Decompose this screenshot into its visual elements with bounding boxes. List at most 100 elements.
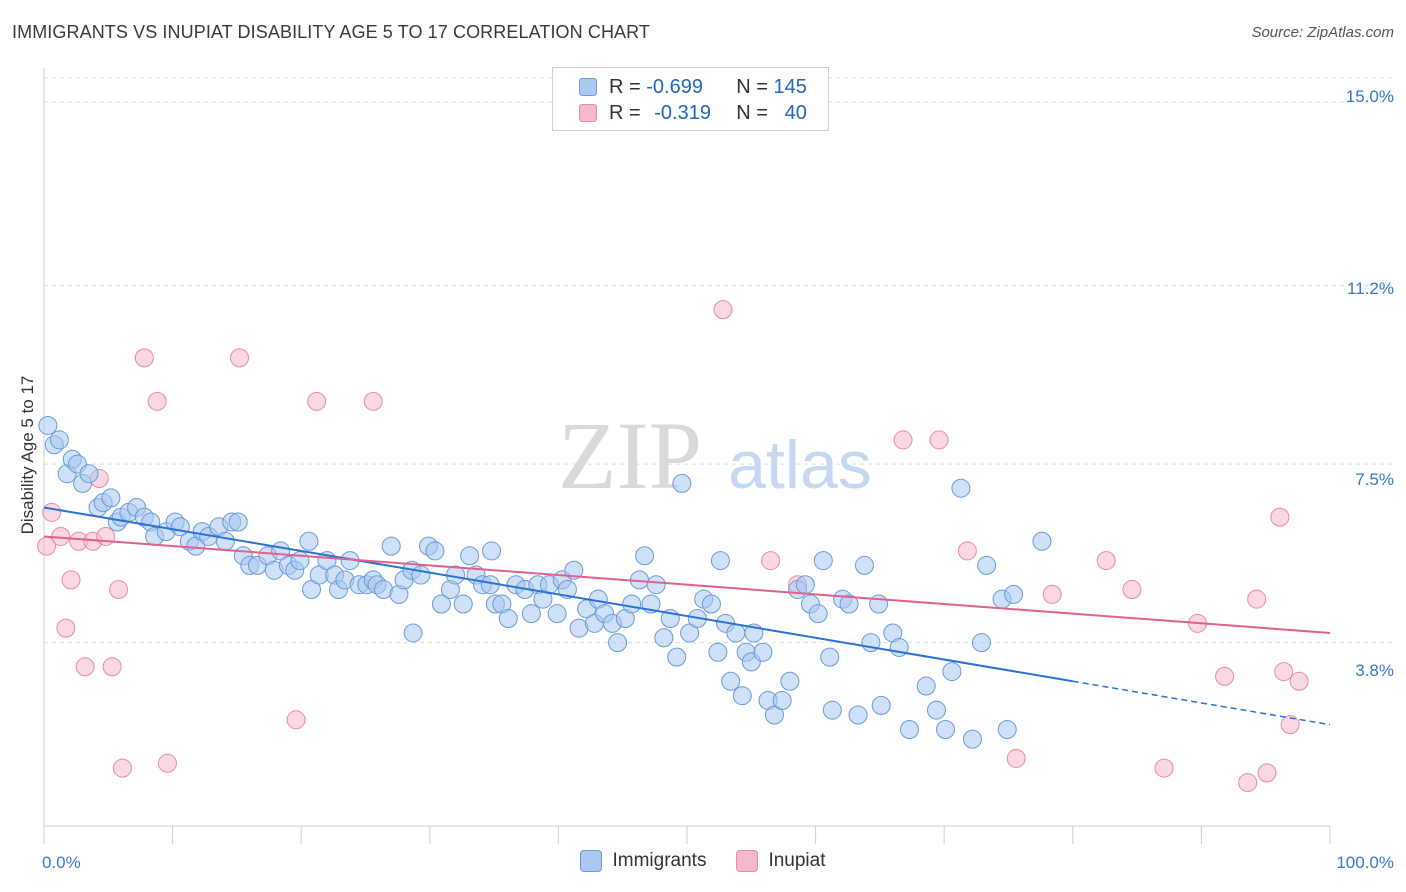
immigrants-points <box>38 415 1052 749</box>
legend-item-immigrants[interactable]: Immigrants <box>580 850 706 872</box>
immigrants-point <box>521 604 541 624</box>
inupiat-point <box>1238 773 1258 793</box>
inupiat-point <box>157 753 177 773</box>
legend-item-inupiat[interactable]: Inupiat <box>736 850 826 872</box>
inupiat-point <box>713 300 733 320</box>
inupiat-swatch-icon <box>579 104 597 122</box>
x-tick-label-min: 0.0% <box>42 853 81 872</box>
y-tick-label-15: 15.0% <box>1345 87 1394 106</box>
stats-legend: R = -0.699 N = 145 R = -0.319 N = 40 <box>552 67 829 131</box>
immigrants-point <box>780 671 800 691</box>
legend-n-label: N = <box>736 101 768 124</box>
immigrants-point <box>667 647 687 667</box>
inupiat-point <box>1006 748 1026 768</box>
immigrants-point <box>808 604 828 624</box>
source-credit: Source: ZipAtlas.com <box>1251 24 1394 41</box>
inupiat-point <box>286 710 306 730</box>
immigrants-point <box>1004 584 1024 604</box>
immigrants-point <box>79 464 99 484</box>
immigrants-point <box>935 719 955 739</box>
inupiat-trend-line <box>43 535 1331 634</box>
immigrants-point <box>482 541 502 561</box>
legend-n-label: N = <box>736 75 768 98</box>
immigrants-point <box>962 729 982 749</box>
immigrants-point <box>654 628 674 648</box>
immigrants-point <box>557 580 577 600</box>
legend-r-label: R = <box>609 101 641 124</box>
y-axis-title: Disability Age 5 to 17 <box>18 375 37 535</box>
immigrants-point <box>453 594 473 614</box>
immigrants-point <box>672 473 692 493</box>
immigrants-point <box>1032 531 1052 551</box>
legend-r-value: -0.699 <box>646 75 703 98</box>
immigrants-point <box>848 705 868 725</box>
immigrants-point <box>608 633 628 653</box>
legend-label-immigrants: Immigrants <box>612 850 707 871</box>
immigrants-point <box>547 604 567 624</box>
inupiat-point <box>1154 758 1174 778</box>
inupiat-point <box>929 430 949 450</box>
immigrants-point <box>721 671 741 691</box>
immigrants-point <box>942 662 962 682</box>
immigrants-point <box>425 541 445 561</box>
immigrants-point <box>701 594 721 614</box>
immigrants-point <box>951 478 971 498</box>
immigrants-point <box>431 594 451 614</box>
inupiat-point <box>1289 671 1309 691</box>
inupiat-point <box>96 526 116 546</box>
immigrants-point <box>753 642 773 662</box>
immigrants-point <box>732 686 752 706</box>
inupiat-point <box>229 348 249 368</box>
immigrants-point <box>839 594 859 614</box>
legend-r-value: -0.319 <box>654 101 711 124</box>
immigrants-point <box>795 575 815 595</box>
immigrants-point <box>813 551 833 571</box>
trend-lines <box>43 506 1331 726</box>
immigrants-point <box>971 633 991 653</box>
legend-label-inupiat: Inupiat <box>768 850 826 871</box>
immigrants-point <box>564 560 584 580</box>
legend-n-value: 145 <box>773 75 807 98</box>
immigrants-point <box>101 488 121 508</box>
immigrants-point <box>498 608 518 628</box>
inupiat-point <box>56 618 76 638</box>
immigrants-point <box>710 551 730 571</box>
inupiat-point <box>1215 666 1235 686</box>
immigrants-point <box>460 546 480 566</box>
y-tick-label-7-5: 7.5% <box>1355 470 1394 489</box>
inupiat-point <box>1122 580 1142 600</box>
immigrants-point <box>38 415 58 435</box>
inupiat-point <box>363 391 383 411</box>
inupiat-point <box>102 657 122 677</box>
immigrants-point <box>403 623 423 643</box>
watermark-atlas: atlas <box>728 427 872 503</box>
inupiat-point <box>61 570 81 590</box>
y-tick-label-3-8: 3.8% <box>1355 661 1394 680</box>
inupiat-point <box>42 502 62 522</box>
immigrants-point <box>215 531 235 551</box>
inupiat-point <box>957 541 977 561</box>
immigrants-legend-icon <box>580 850 603 872</box>
legend-row-inupiat: R = -0.319 N = 40 <box>579 101 807 125</box>
immigrants-point <box>635 546 655 566</box>
chart-title: IMMIGRANTS VS INUPIAT DISABILITY AGE 5 T… <box>12 22 651 42</box>
inupiat-points <box>37 300 1309 793</box>
immigrants-point <box>822 700 842 720</box>
immigrants-point <box>646 575 666 595</box>
watermark-zip: ZIP <box>558 402 702 509</box>
legend-row-immigrants: R = -0.699 N = 145 <box>579 75 807 99</box>
immigrants-point <box>899 719 919 739</box>
immigrants-point <box>772 691 792 711</box>
axes <box>43 68 1331 844</box>
inupiat-point <box>112 758 132 778</box>
series-legend: Immigrants Inupiat <box>0 850 1406 872</box>
immigrants-point <box>977 555 997 575</box>
immigrants-point <box>708 642 728 662</box>
immigrants-point <box>726 623 746 643</box>
immigrants-point <box>228 512 248 532</box>
immigrants-point <box>381 536 401 556</box>
immigrants-point <box>871 695 891 715</box>
inupiat-point <box>1042 584 1062 604</box>
inupiat-point <box>1280 715 1300 735</box>
